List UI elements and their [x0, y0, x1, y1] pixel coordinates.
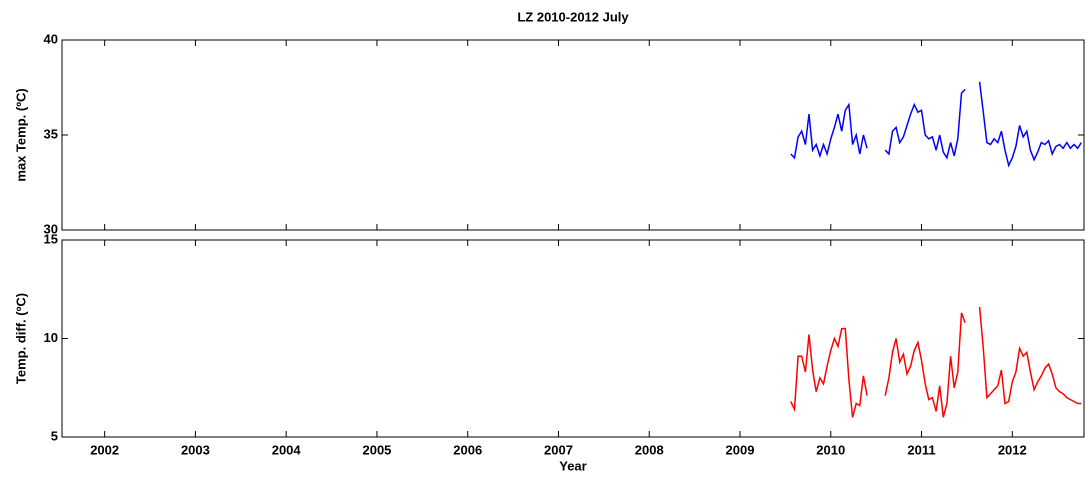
x-tick-label: 2010: [816, 442, 845, 457]
plot-area: [61, 239, 1085, 438]
x-tick-label: 2003: [181, 442, 210, 457]
x-tick-label: 2005: [362, 442, 391, 457]
x-tick-label: 2009: [726, 442, 755, 457]
x-tick-label: 2004: [272, 442, 302, 457]
data-line: [884, 88, 966, 160]
data-line: [790, 102, 868, 160]
data-line: [790, 327, 868, 418]
data-line: [884, 312, 966, 418]
x-tick-label: 2008: [635, 442, 664, 457]
y-tick-label: 40: [44, 31, 58, 46]
y-tick-label: 5: [51, 428, 58, 443]
x-tick-label: 2007: [544, 442, 573, 457]
data-line: [978, 306, 1082, 405]
chart-title: LZ 2010-2012 July: [517, 9, 629, 24]
data-line: [978, 81, 1082, 168]
x-tick-label: 2002: [90, 442, 119, 457]
plot-area: [61, 39, 1085, 231]
y-tick-label: 10: [44, 330, 58, 345]
y-tick-label: 30: [44, 221, 58, 236]
x-tick-label: 2011: [907, 442, 935, 457]
y-axis-label: Temp. diff. (ºC): [13, 293, 28, 384]
x-axis-label: Year: [559, 458, 586, 473]
y-tick-label: 15: [44, 231, 58, 246]
x-tick-label: 2012: [998, 442, 1027, 457]
y-axis-label: max Temp. (ºC): [13, 88, 28, 181]
y-tick-label: 35: [44, 126, 58, 141]
x-tick-label: 2006: [453, 442, 482, 457]
